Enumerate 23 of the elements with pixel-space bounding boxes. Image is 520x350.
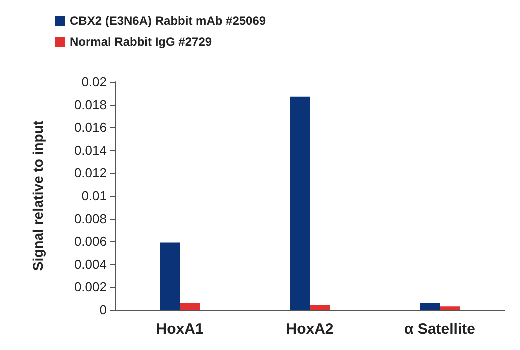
bar: [180, 303, 200, 310]
y-tick-label: 0.002: [74, 280, 107, 295]
y-tick-label: 0: [100, 302, 107, 318]
bar: [310, 305, 330, 310]
legend-label: CBX2 (E3N6A) Rabbit mAb #25069: [70, 14, 266, 28]
y-axis-title: Signal relative to input: [30, 120, 46, 272]
y-tick-label: 0.02: [82, 74, 107, 90]
y-tick-label: 0.004: [74, 256, 107, 272]
bar: [420, 303, 440, 310]
bar: [160, 242, 180, 310]
y-tick-label: 0.012: [74, 166, 107, 181]
x-tick-label: α Satellite: [404, 321, 476, 338]
bar: [290, 96, 310, 310]
x-tick-label: HoxA1: [156, 321, 204, 338]
bar: [440, 306, 460, 310]
legend-label: Normal Rabbit IgG #2729: [70, 35, 212, 49]
y-tick-label: 0.01: [82, 188, 107, 204]
y-tick-label: 0.018: [74, 97, 107, 112]
y-tick-label: 0.016: [74, 120, 107, 136]
y-tick-label: 0.008: [74, 211, 107, 226]
x-tick-label: HoxA2: [286, 321, 334, 338]
y-tick-label: 0.006: [74, 234, 107, 250]
y-tick-label: 0.014: [74, 142, 107, 158]
